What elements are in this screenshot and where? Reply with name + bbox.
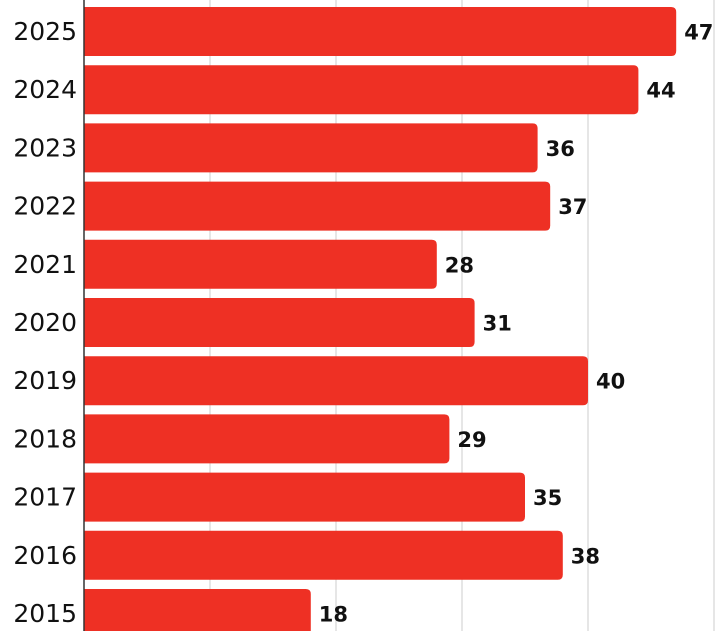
bar-2016: [84, 530, 563, 580]
value-label-2020: 31: [483, 312, 512, 336]
value-label-2016: 38: [571, 544, 600, 568]
category-label-2024: 2024: [13, 75, 77, 104]
category-label-2021: 2021: [13, 250, 77, 279]
value-label-2021: 28: [445, 253, 474, 277]
bar-2018: [84, 414, 450, 464]
bar-2019: [84, 356, 588, 406]
bar-2015: [84, 589, 311, 631]
value-label-2017: 35: [533, 486, 562, 510]
bar-2025: [84, 7, 677, 56]
category-label-2018: 2018: [13, 424, 77, 453]
value-label-2022: 37: [558, 195, 587, 219]
category-labels: 2025 2024 2023 2022 2021 2020 2019 2018 2017 2016…: [13, 17, 77, 628]
value-label-2024: 44: [646, 79, 675, 103]
bar-2024: [84, 65, 639, 115]
category-label-2019: 2019: [13, 366, 77, 395]
bar-2017: [84, 472, 525, 522]
category-label-2020: 2020: [13, 308, 77, 337]
value-label-2019: 40: [596, 370, 625, 394]
value-labels: 47 44 36 37 28 31 40 29 35 38 18: [319, 21, 714, 627]
category-label-2016: 2016: [13, 541, 77, 570]
value-label-2023: 36: [546, 137, 575, 161]
value-label-2025: 47: [684, 21, 713, 45]
category-label-2023: 2023: [13, 133, 77, 162]
bar-2020: [84, 298, 475, 347]
value-label-2015: 18: [319, 603, 348, 627]
bars: [84, 7, 677, 631]
bar-2021: [84, 239, 437, 289]
category-label-2017: 2017: [13, 483, 77, 512]
bar-2022: [84, 181, 551, 231]
bar-2023: [84, 123, 538, 173]
category-label-2015: 2015: [13, 599, 77, 628]
category-label-2022: 2022: [13, 192, 77, 221]
category-label-2025: 2025: [13, 17, 77, 46]
value-label-2018: 29: [457, 428, 486, 452]
